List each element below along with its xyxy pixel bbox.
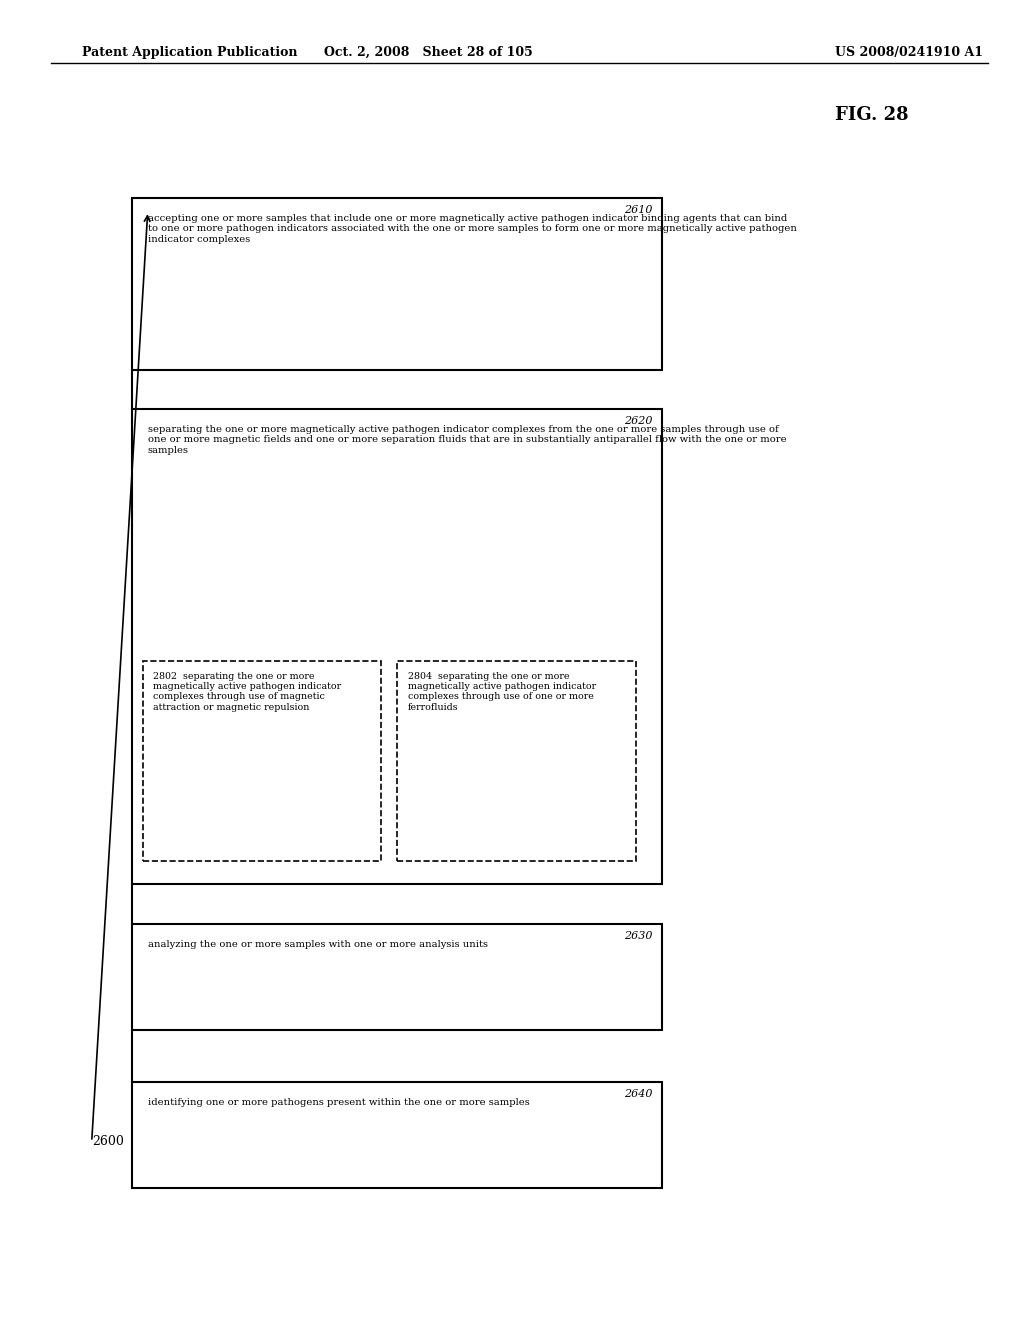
FancyBboxPatch shape — [132, 198, 663, 370]
Text: 2610: 2610 — [624, 205, 652, 215]
Text: accepting one or more samples that include one or more magnetically active patho: accepting one or more samples that inclu… — [147, 214, 797, 244]
Text: identifying one or more pathogens present within the one or more samples: identifying one or more pathogens presen… — [147, 1098, 529, 1107]
Text: Oct. 2, 2008   Sheet 28 of 105: Oct. 2, 2008 Sheet 28 of 105 — [324, 46, 532, 59]
Text: US 2008/0241910 A1: US 2008/0241910 A1 — [836, 46, 983, 59]
Text: 2600: 2600 — [92, 1135, 124, 1148]
Text: Patent Application Publication: Patent Application Publication — [82, 46, 297, 59]
Text: 2620: 2620 — [624, 416, 652, 426]
FancyBboxPatch shape — [143, 661, 382, 861]
FancyBboxPatch shape — [132, 1082, 663, 1188]
FancyBboxPatch shape — [397, 661, 636, 861]
Text: 2802  separating the one or more
magnetically active pathogen indicator
complexe: 2802 separating the one or more magnetic… — [154, 672, 341, 711]
FancyBboxPatch shape — [132, 409, 663, 884]
Text: FIG. 28: FIG. 28 — [836, 106, 909, 124]
Text: 2640: 2640 — [624, 1089, 652, 1100]
Text: 2804  separating the one or more
magnetically active pathogen indicator
complexe: 2804 separating the one or more magnetic… — [408, 672, 596, 711]
Text: 2630: 2630 — [624, 931, 652, 941]
FancyBboxPatch shape — [132, 924, 663, 1030]
Text: analyzing the one or more samples with one or more analysis units: analyzing the one or more samples with o… — [147, 940, 487, 949]
Text: separating the one or more magnetically active pathogen indicator complexes from: separating the one or more magnetically … — [147, 425, 786, 455]
